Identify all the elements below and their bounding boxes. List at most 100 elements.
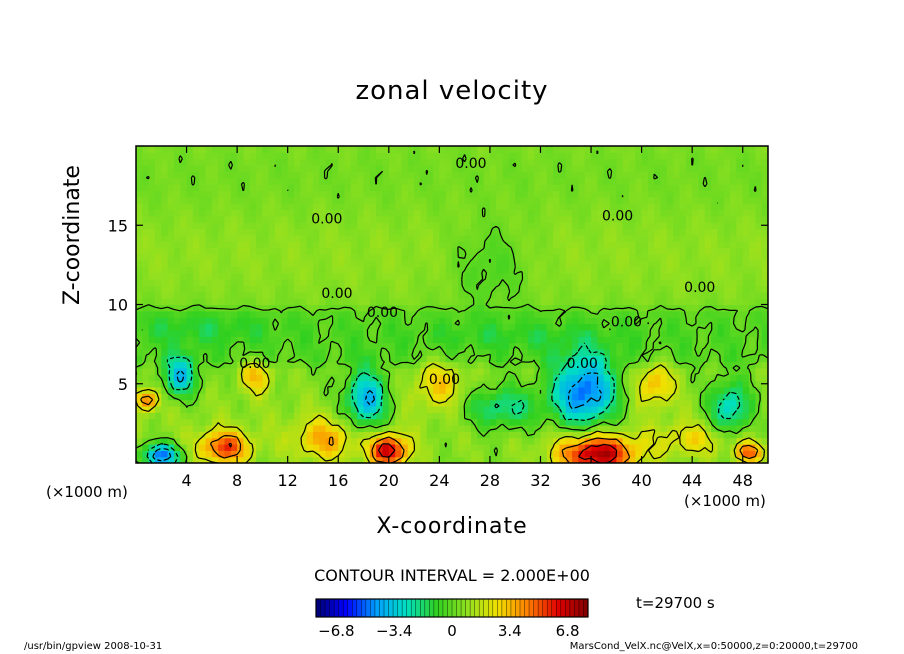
heat-cell (610, 203, 617, 210)
heat-cell (647, 247, 655, 255)
heat-cell (256, 355, 263, 363)
heat-cell (294, 393, 301, 401)
heat-cell (357, 386, 365, 394)
heat-cell (565, 234, 573, 242)
heat-cell (673, 405, 681, 413)
heat-cell (249, 298, 257, 306)
heat-cell (489, 247, 497, 255)
heat-cell (711, 317, 719, 325)
heat-cell (742, 298, 750, 306)
heat-cell (433, 443, 440, 451)
heat-cell (445, 329, 453, 337)
heat-cell (692, 456, 700, 463)
heat-cell (401, 298, 409, 306)
heat-cell (647, 291, 655, 299)
heat-cell (761, 165, 768, 172)
heat-cell (666, 431, 674, 439)
heat-cell (458, 399, 466, 407)
heat-cell (704, 418, 712, 426)
heat-cell (218, 266, 226, 274)
heat-cell (515, 367, 523, 375)
heat-cell (331, 203, 339, 210)
heat-cell (534, 177, 542, 185)
heat-cell (685, 171, 693, 179)
heat-cell (161, 158, 169, 166)
heat-cell (167, 336, 175, 344)
heat-cell (167, 291, 175, 299)
heat-cell (666, 355, 674, 363)
heat-cell (420, 177, 428, 185)
heat-cell (433, 222, 440, 230)
heat-cell (142, 285, 150, 293)
heat-cell (401, 253, 409, 261)
heat-cell (717, 222, 725, 230)
heat-cell (142, 443, 150, 451)
heat-cell (527, 412, 535, 420)
heat-cell (521, 450, 529, 458)
heat-cell (357, 241, 365, 249)
heat-cell (603, 228, 611, 236)
heat-cell (610, 247, 617, 255)
heat-cell (546, 329, 554, 337)
heat-cell (521, 234, 529, 242)
heat-cell (477, 196, 485, 204)
heat-cell (761, 405, 768, 413)
heat-cell (275, 279, 282, 287)
heat-cell (692, 450, 700, 458)
heat-cell (306, 171, 314, 179)
heat-cell (199, 285, 207, 293)
heat-cell (578, 418, 586, 426)
heat-cell (268, 310, 276, 318)
heat-cell (477, 361, 485, 369)
heat-cell (464, 342, 472, 350)
heat-cell (281, 165, 289, 172)
heat-cell (357, 260, 365, 268)
heat-cell (458, 171, 466, 179)
heat-cell (331, 266, 339, 274)
heat-cell (603, 184, 611, 191)
heat-cell (167, 171, 175, 179)
heat-cell (730, 228, 737, 236)
heat-cell (268, 418, 276, 426)
heat-cell (698, 165, 706, 172)
heat-cell (167, 146, 175, 153)
heat-cell (142, 177, 150, 185)
heat-cell (439, 361, 447, 369)
heat-cell (666, 329, 674, 337)
heat-cell (489, 222, 497, 230)
heat-cell (654, 374, 662, 382)
heat-cell (597, 203, 605, 210)
heat-cell (306, 184, 314, 191)
heat-cell (704, 361, 712, 369)
heat-cell (401, 323, 409, 331)
heat-cell (685, 329, 693, 337)
heat-cell (369, 209, 377, 217)
heat-cell (508, 456, 516, 463)
heat-cell (458, 241, 466, 249)
heat-cell (597, 405, 605, 413)
heat-cell (477, 272, 485, 280)
heat-cell (331, 215, 339, 223)
heat-cell (230, 158, 238, 166)
heat-cell (256, 336, 263, 344)
heat-cell (559, 215, 567, 223)
heat-cell (224, 266, 232, 274)
heat-cell (711, 222, 719, 230)
heat-cell (616, 310, 624, 318)
heat-cell (243, 184, 251, 191)
heat-cell (489, 215, 497, 223)
heat-cell (666, 450, 674, 458)
heat-cell (218, 443, 226, 451)
heat-cell (755, 336, 763, 344)
heat-cell (502, 215, 510, 223)
heat-cell (489, 171, 497, 179)
heat-cell (660, 336, 668, 344)
heat-cell (306, 209, 314, 217)
heat-cell (736, 342, 744, 350)
heat-cell (331, 209, 339, 217)
heat-cell (199, 424, 207, 432)
heat-cell (666, 285, 674, 293)
heat-cell (237, 241, 245, 249)
heat-cell (521, 456, 529, 463)
heat-cell (730, 209, 737, 217)
